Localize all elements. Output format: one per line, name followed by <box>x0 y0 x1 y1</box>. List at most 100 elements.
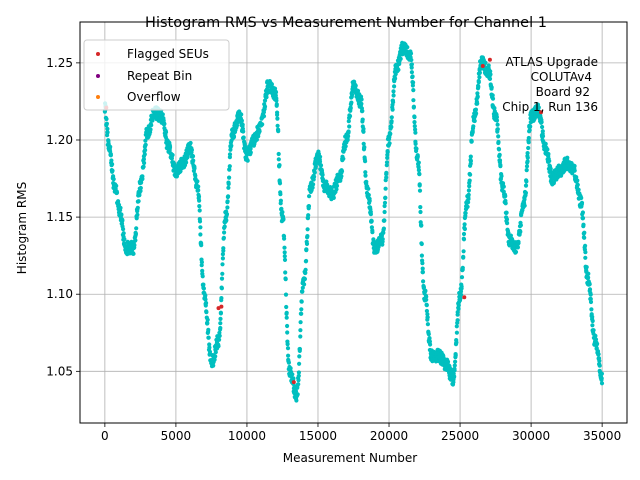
data-point <box>190 154 196 159</box>
flagged-seu-point <box>462 295 467 300</box>
data-point <box>119 212 124 217</box>
data-point <box>382 209 387 215</box>
data-point <box>503 194 508 199</box>
data-point <box>213 350 218 355</box>
data-point <box>203 293 208 298</box>
data-point <box>390 107 395 112</box>
data-point <box>219 296 224 301</box>
data-point <box>225 199 230 204</box>
data-point <box>445 359 451 364</box>
x-tick-label: 20000 <box>370 429 408 443</box>
data-point <box>133 238 138 243</box>
data-point <box>380 237 385 242</box>
data-point <box>477 70 482 75</box>
data-point <box>276 129 281 134</box>
data-point <box>504 217 510 222</box>
data-point <box>306 213 311 218</box>
data-point <box>363 159 368 164</box>
flagged-seu-point <box>219 304 224 309</box>
data-point <box>409 57 414 63</box>
data-point <box>508 233 513 238</box>
data-point <box>114 183 119 188</box>
data-point <box>199 243 204 248</box>
data-point <box>363 173 368 178</box>
data-point <box>475 91 480 96</box>
data-point <box>525 155 530 160</box>
data-point <box>305 227 310 232</box>
data-point <box>596 352 601 357</box>
data-point <box>241 129 246 134</box>
x-tick-label: 10000 <box>228 429 266 443</box>
data-point <box>546 151 551 157</box>
data-point <box>540 129 545 134</box>
data-point <box>415 154 420 159</box>
data-point <box>454 330 459 335</box>
data-point <box>411 88 416 93</box>
data-point <box>551 180 557 185</box>
data-point <box>466 188 471 193</box>
data-point <box>121 227 126 232</box>
data-point <box>454 324 459 329</box>
data-point <box>278 192 283 197</box>
data-point <box>110 162 115 167</box>
data-point <box>543 141 548 146</box>
data-point <box>312 170 317 175</box>
data-point <box>475 94 480 99</box>
data-point <box>296 370 301 375</box>
data-point <box>140 176 145 182</box>
data-point <box>588 299 594 305</box>
data-point <box>468 158 473 164</box>
data-point <box>298 328 303 333</box>
data-point <box>496 134 501 139</box>
data-point <box>304 241 310 246</box>
data-point <box>459 275 465 280</box>
data-point <box>518 229 523 234</box>
data-point <box>213 354 218 359</box>
data-point <box>193 173 198 178</box>
data-point <box>221 235 226 240</box>
data-point <box>295 392 300 397</box>
data-point <box>418 205 423 210</box>
legend: Flagged SEUs Repeat Bin Overflow <box>83 39 230 111</box>
data-point <box>355 88 361 93</box>
data-point <box>586 271 591 276</box>
data-point <box>227 167 232 172</box>
data-point <box>122 237 127 242</box>
data-points <box>102 40 605 403</box>
data-point <box>277 181 283 186</box>
data-point <box>381 226 386 231</box>
data-point <box>317 159 323 164</box>
data-point <box>261 114 267 119</box>
data-point <box>198 232 203 237</box>
data-point <box>382 200 388 205</box>
data-point <box>239 118 244 123</box>
flagged-seu-point <box>487 57 492 62</box>
data-point <box>417 172 422 177</box>
data-point <box>361 129 366 134</box>
data-point <box>581 222 586 227</box>
data-point <box>524 168 529 173</box>
data-point <box>505 221 510 226</box>
data-point <box>391 93 396 98</box>
data-point <box>218 321 223 326</box>
data-point <box>524 179 529 184</box>
flagged-seu-points <box>104 57 543 385</box>
data-point <box>348 106 353 111</box>
data-point <box>483 60 488 65</box>
data-point <box>331 195 336 200</box>
data-point <box>584 265 589 270</box>
data-point <box>540 134 546 139</box>
data-point <box>197 208 202 213</box>
data-point <box>110 168 115 173</box>
data-point <box>359 97 364 102</box>
data-point <box>346 134 351 139</box>
data-point <box>227 175 232 180</box>
data-point <box>199 263 204 268</box>
data-point <box>413 141 418 146</box>
data-point <box>515 245 521 250</box>
data-point <box>167 144 173 149</box>
data-point <box>387 141 392 146</box>
data-point <box>391 100 396 105</box>
data-point <box>427 336 432 341</box>
data-point <box>304 258 309 264</box>
